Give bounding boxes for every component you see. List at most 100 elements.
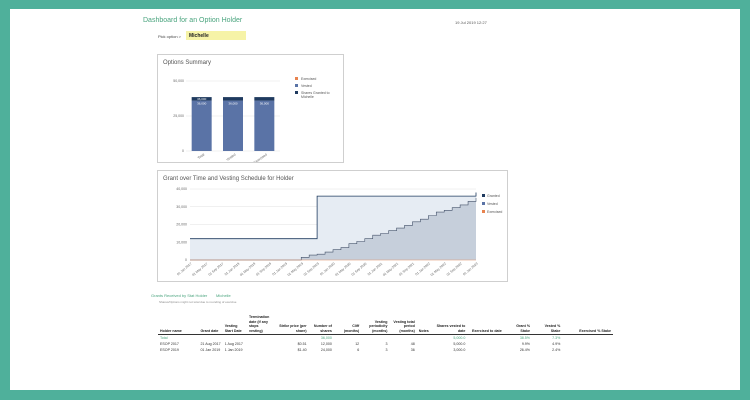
table-cell: $1.40 — [297, 348, 307, 353]
options-summary-title: Options Summary — [163, 60, 212, 66]
legend-granted-swatch — [482, 194, 485, 197]
grant-xtick-label: 01 Sep 2020 — [351, 262, 368, 277]
column-header: Notes — [416, 315, 433, 336]
column-header: Termination date (if any stops vesting) — [246, 315, 276, 336]
column-header: Number of shares — [308, 315, 334, 336]
column-header: Cliff (months) — [333, 315, 362, 336]
column-header: Strike price (per share) — [275, 315, 309, 336]
table-cell: 1 Aug 2017 — [224, 342, 243, 347]
summary-bar-segment — [223, 97, 243, 101]
grant-xtick-label: 01 Sep 2018 — [255, 262, 272, 277]
options-summary-card: Options Summary 0 25,000 50,000 36,000 36,00… — [157, 54, 344, 165]
table-cell: 21 Aug 2017 — [200, 342, 221, 347]
table-cell: 48 — [410, 342, 415, 347]
total-row: Total 36,000 5,000.0 38.5% 7.3% — [158, 335, 613, 342]
table-cell: 3 — [385, 342, 388, 347]
legend-vested-label: Vested — [487, 202, 498, 206]
column-header: Exercised to date — [467, 315, 504, 336]
granted-line — [190, 192, 477, 240]
table-cell — [467, 347, 503, 353]
grant-xtick-label: 01 Sep 2017 — [208, 262, 225, 277]
table-cell: 9.9% — [521, 342, 531, 347]
grants-table: Holder name Grant date Vesting Start Date T… — [158, 315, 613, 353]
legend-vested-swatch — [482, 202, 485, 205]
grants-received-link[interactable]: Grants Received by Stat Holder — [151, 293, 208, 298]
summary-ytick-label: 0 — [182, 149, 184, 153]
table-cell: 12,000 — [320, 342, 332, 347]
grant-xtick-label: 01 Sep 2019 — [303, 262, 320, 277]
table-cell: 3,000.0 — [453, 348, 466, 353]
column-header: Vested % Stake — [532, 315, 563, 336]
table-cell: 4.9% — [552, 342, 561, 347]
legend-granted-swatch — [295, 91, 298, 94]
summary-bar-top-label: 36,000 — [197, 97, 207, 101]
table-cell: 2.4% — [552, 348, 561, 353]
table-cell: 38.5% — [519, 336, 531, 341]
summary-bar-segment — [191, 100, 212, 151]
table-cell: 01 Jan 2019 — [200, 348, 221, 353]
table-cell: 5,000.0 — [453, 336, 466, 341]
grant-xtick-label: 01 Jan 2018 — [224, 262, 241, 277]
table-cell: 7.3% — [552, 336, 561, 341]
table-cell — [247, 347, 275, 353]
legend-granted-label: Michelle — [301, 95, 314, 99]
table-cell — [417, 347, 433, 353]
table-cell: 3 — [385, 348, 388, 353]
legend-exercised-label: Exercised — [301, 77, 316, 81]
grant-xtick-label: 01 Jan 2023 — [462, 262, 479, 277]
legend-exercised-swatch — [482, 210, 485, 213]
summary-category-label: Vested — [225, 153, 236, 162]
table-cell: Total — [160, 336, 168, 341]
table-cell: ESOP 2019 — [160, 348, 179, 353]
grant-schedule-card: Grant over Time and Vesting Schedule for… — [157, 170, 508, 282]
legend-granted-label: Granted — [487, 194, 500, 198]
summary-bar-value-label: 36,000 — [260, 102, 270, 106]
table-cell: 6 — [357, 348, 360, 353]
grant-xtick-label: 01 May 2019 — [287, 262, 304, 277]
legend-exercised-swatch — [295, 77, 298, 80]
table-cell: 5,000.0 — [453, 342, 466, 347]
legend-vested-label: Vested — [301, 84, 312, 88]
column-header: Exercised % Stake — [562, 315, 613, 336]
column-header: Grant % Stake — [503, 315, 533, 336]
summary-ytick-label: 25,000 — [173, 114, 184, 118]
table-cell: 26.4% — [519, 348, 531, 353]
legend-vested-swatch — [295, 84, 298, 87]
grant-ytick-label: 0 — [185, 258, 187, 262]
pick-option-input[interactable] — [186, 31, 246, 40]
grant-xtick-label: 01 Jan 2019 — [271, 262, 288, 277]
report-date: 19 Jul 2019 12:27 — [455, 20, 487, 25]
column-header: Grant date — [198, 315, 223, 336]
grant-ytick-label: 20,000 — [176, 223, 187, 227]
summary-bar-segment — [223, 100, 243, 151]
summary-bar-segment — [254, 100, 275, 151]
column-header: Vesting periodicity (months) — [361, 315, 390, 336]
table-row: ESOP 2019 01 Jan 2019 1 Jan 2019 $1.40 24,00… — [158, 347, 613, 353]
table-cell — [562, 347, 613, 353]
table-cell: ESOP 2017 — [160, 342, 179, 347]
table-row: ESOP 2017 21 Aug 2017 1 Aug 2017 $0.51 12,00… — [158, 341, 613, 347]
column-header: Holder name — [158, 315, 199, 336]
grant-ytick-label: 40,000 — [176, 187, 187, 191]
legend-granted-label: Shares Granted to — [301, 91, 330, 95]
table-cell: 12 — [355, 342, 360, 347]
grants-subtitle: Shares/Options might not total due to ro… — [159, 300, 237, 304]
grant-xtick-label: 01 May 2020 — [334, 262, 351, 277]
grant-schedule-title: Grant over Time and Vesting Schedule for… — [163, 176, 294, 182]
summary-bar-segment — [191, 97, 212, 101]
table-cell: 36,000 — [320, 336, 332, 341]
pick-option-label: Pick option > — [158, 34, 182, 39]
vested-area — [190, 197, 476, 260]
holder-name-link[interactable]: Michelle — [216, 293, 231, 298]
column-header: Vesting total period (months) — [389, 315, 417, 336]
table-cell: 1 Jan 2019 — [224, 348, 243, 353]
grant-ytick-label: 30,000 — [176, 205, 187, 209]
grant-xtick-label: 01 Jan 2022 — [414, 262, 431, 277]
grant-xtick-label: 01 Sep 2022 — [446, 262, 463, 277]
page-title: Dashboard for an Option Holder — [143, 17, 243, 24]
table-cell: 36 — [410, 348, 415, 353]
summary-bar-value-label: 36,000 — [228, 102, 238, 106]
legend-exercised-label: Exercised — [487, 210, 502, 214]
summary-category-label: Total — [197, 152, 206, 160]
